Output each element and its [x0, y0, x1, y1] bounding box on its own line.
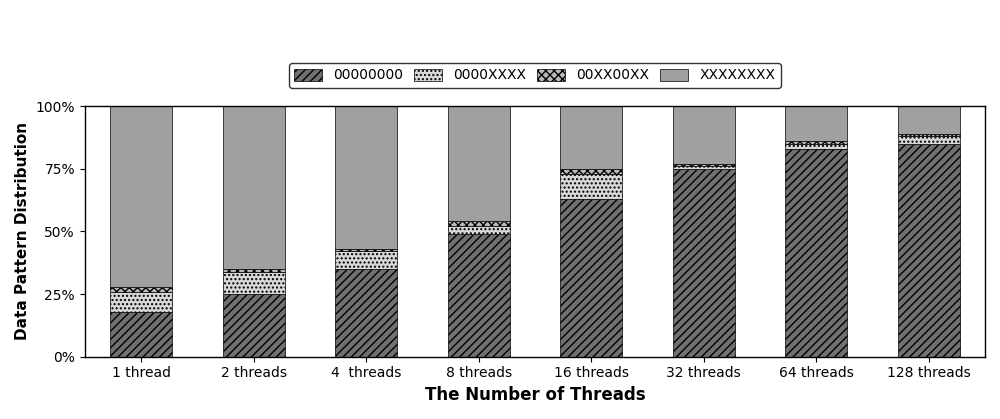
- Bar: [223, 106, 285, 269]
- Bar: [898, 134, 960, 136]
- Bar: [673, 169, 735, 357]
- Bar: [110, 292, 172, 312]
- Bar: [335, 251, 397, 269]
- Bar: [785, 106, 847, 141]
- Bar: [223, 294, 285, 357]
- Bar: [785, 141, 847, 144]
- Bar: [673, 164, 735, 166]
- Bar: [335, 249, 397, 251]
- Bar: [110, 106, 172, 287]
- Bar: [785, 149, 847, 357]
- Bar: [898, 144, 960, 357]
- Bar: [223, 272, 285, 294]
- Bar: [335, 106, 397, 249]
- Bar: [560, 169, 622, 174]
- Bar: [673, 106, 735, 164]
- Bar: [673, 166, 735, 169]
- Bar: [448, 106, 510, 221]
- Bar: [110, 287, 172, 292]
- X-axis label: The Number of Threads: The Number of Threads: [425, 386, 645, 404]
- Bar: [223, 269, 285, 272]
- Bar: [448, 221, 510, 226]
- Bar: [560, 174, 622, 199]
- Bar: [785, 144, 847, 149]
- Bar: [110, 312, 172, 357]
- Bar: [335, 269, 397, 357]
- Legend: 00000000, 0000XXXX, 00XX00XX, XXXXXXXX: 00000000, 0000XXXX, 00XX00XX, XXXXXXXX: [289, 63, 781, 88]
- Y-axis label: Data Pattern Distribution: Data Pattern Distribution: [15, 122, 30, 341]
- Bar: [560, 199, 622, 357]
- Bar: [448, 234, 510, 357]
- Bar: [898, 136, 960, 144]
- Bar: [898, 106, 960, 134]
- Bar: [560, 106, 622, 169]
- Bar: [448, 226, 510, 234]
